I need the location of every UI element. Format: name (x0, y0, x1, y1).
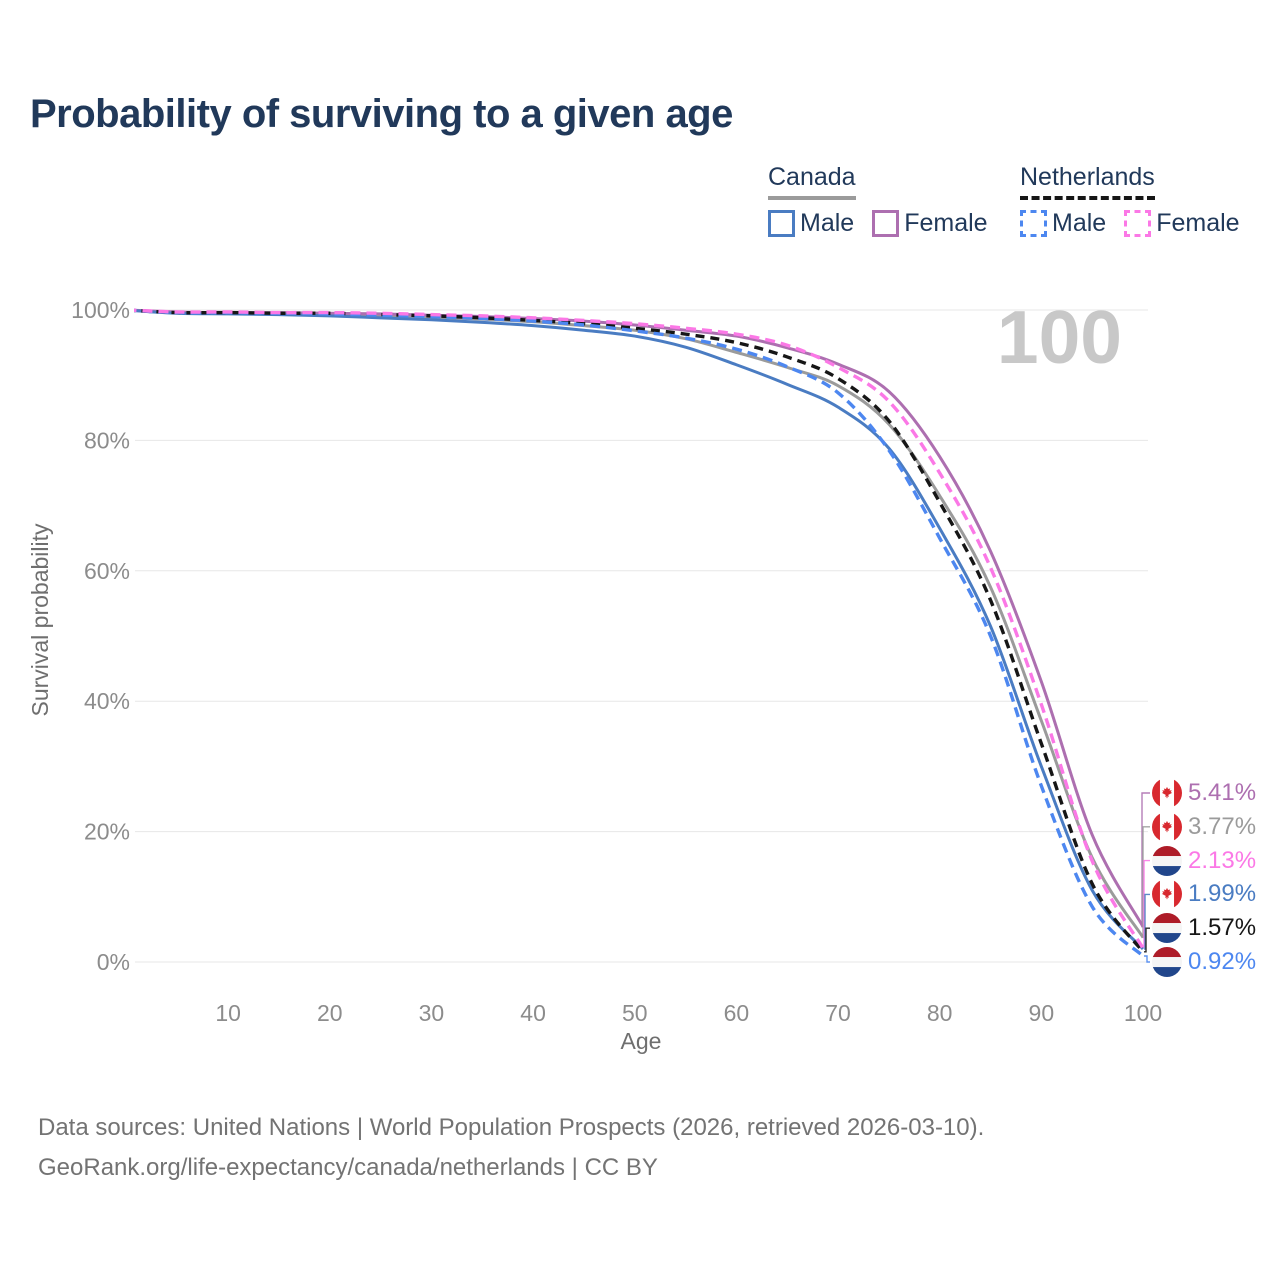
x-tick-label: 80 (927, 1000, 953, 1026)
x-tick-label: 30 (419, 1000, 445, 1026)
curve-netherlands[interactable] (127, 308, 1145, 953)
end-value: 1.99% (1188, 880, 1257, 908)
netherlands-flag-icon (1152, 947, 1182, 977)
end-label-netherlands: 1.57% (1152, 913, 1257, 944)
end-label-canada-female: 5.41% (1152, 778, 1256, 808)
end-value: 2.13% (1188, 846, 1257, 874)
legend-item-netherlands-female[interactable]: Female (1124, 209, 1240, 238)
label-connectors (1141, 792, 1150, 963)
y-tick-label: 100% (71, 297, 130, 323)
curve-canada-male[interactable] (127, 309, 1145, 951)
end-value: 0.92% (1188, 948, 1257, 975)
end-label-netherlands-female: 2.13% (1152, 845, 1257, 876)
canada-female-swatch-icon (872, 210, 900, 237)
y-tick-label: 60% (84, 558, 130, 584)
legend-item-canada-male[interactable]: Male (768, 209, 854, 238)
legend-item-netherlands-male[interactable]: Male (1020, 209, 1106, 238)
x-tick-label: 100 (1124, 1000, 1162, 1026)
canada-male-swatch-icon (768, 210, 795, 237)
connector-netherlands-male (1144, 955, 1150, 963)
legend-label: Male (800, 209, 855, 237)
end-label-netherlands-male: 0.92% (1152, 947, 1256, 977)
y-tick-label: 20% (84, 819, 130, 845)
y-tick-label: 80% (84, 427, 130, 453)
y-axis-title: Survival probability (27, 523, 53, 717)
connector-canada-male (1144, 893, 1150, 950)
netherlands-female-swatch-icon (1124, 210, 1152, 237)
gridlines (135, 309, 1148, 963)
x-tick-label: 90 (1029, 1000, 1055, 1026)
canada-flag-icon (1152, 778, 1182, 808)
end-value: 1.57% (1188, 914, 1257, 942)
connector-netherlands-female (1143, 859, 1150, 949)
x-tick-label: 50 (622, 1000, 648, 1026)
page-title: Probability of surviving to a given age (30, 92, 733, 136)
curve-netherlands-male[interactable] (127, 308, 1145, 958)
y-tick-label: 0% (97, 949, 130, 975)
x-tick-label: 20 (317, 1000, 343, 1026)
legend-netherlands: Netherlands Male Female (1020, 163, 1240, 238)
canada-flag-icon (1152, 811, 1182, 842)
legend-label: Female (904, 209, 988, 237)
x-tick-label: 60 (724, 1000, 750, 1026)
legend-netherlands-title[interactable]: Netherlands (1020, 163, 1155, 200)
netherlands-male-swatch-icon (1020, 210, 1047, 237)
footer-source-line: Data sources: United Nations | World Pop… (38, 1114, 985, 1141)
legend-label: Male (1052, 209, 1107, 237)
x-tick-label: 70 (825, 1000, 851, 1026)
netherlands-flag-icon (1152, 845, 1182, 876)
end-value: 3.77% (1188, 812, 1257, 840)
legend-canada-title[interactable]: Canada (768, 163, 856, 200)
end-label-canada: 3.77% (1152, 811, 1257, 842)
connector-netherlands (1144, 927, 1150, 953)
footer: Data sources: United Nations | World Pop… (38, 1108, 984, 1188)
netherlands-flag-icon (1152, 913, 1182, 944)
legend-label: Female (1156, 209, 1240, 237)
legend-canada: Canada Male Female (768, 163, 988, 238)
end-label-canada-male: 1.99% (1152, 879, 1257, 910)
end-value: 5.41% (1188, 779, 1257, 806)
x-tick-label: 40 (520, 1000, 546, 1026)
footer-link-line: GeoRank.org/life-expectancy/canada/nethe… (38, 1154, 658, 1181)
canada-flag-icon (1152, 879, 1182, 910)
legend-item-canada-female[interactable]: Female (872, 209, 988, 238)
x-axis-title: Age (621, 1028, 662, 1054)
curve-canada-female[interactable] (127, 308, 1145, 928)
x-tick-label: 10 (215, 1000, 241, 1026)
y-tick-label: 40% (84, 688, 130, 714)
age-counter-watermark: 100 (997, 295, 1122, 379)
